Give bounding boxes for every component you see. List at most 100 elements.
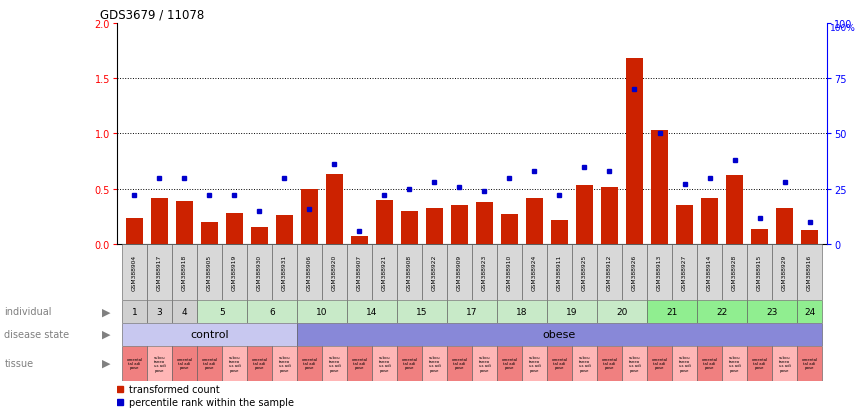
Text: subcu
taneo
us adi
pose: subcu taneo us adi pose (728, 355, 740, 372)
Text: subcu
taneo
us adi
pose: subcu taneo us adi pose (629, 355, 640, 372)
Text: GSM388914: GSM388914 (707, 254, 712, 290)
Text: omental
tal adi
pose: omental tal adi pose (651, 357, 668, 370)
Bar (397, 346, 422, 381)
Bar (122, 300, 147, 323)
Bar (147, 346, 172, 381)
Text: ▶: ▶ (101, 306, 110, 317)
Bar (147, 244, 172, 300)
Bar (597, 244, 622, 300)
Bar (272, 346, 297, 381)
Bar (572, 346, 597, 381)
Text: 15: 15 (417, 307, 428, 316)
Text: GSM388915: GSM388915 (757, 254, 762, 290)
Text: subcu
taneo
us adi
pose: subcu taneo us adi pose (229, 355, 240, 372)
Text: subcu
taneo
us adi
pose: subcu taneo us adi pose (578, 355, 591, 372)
Text: GSM388926: GSM388926 (632, 254, 637, 290)
Bar (247, 346, 272, 381)
Bar (447, 244, 472, 300)
Text: 17: 17 (466, 307, 478, 316)
Bar (122, 346, 147, 381)
Text: omental
tal adi
pose: omental tal adi pose (752, 357, 767, 370)
Bar (122, 244, 147, 300)
Bar (197, 346, 222, 381)
Bar (172, 300, 197, 323)
Text: GSM388929: GSM388929 (782, 254, 787, 290)
Bar (297, 323, 822, 346)
Bar (497, 244, 522, 300)
Text: omental
tal adi
pose: omental tal adi pose (701, 357, 718, 370)
Text: subcu
taneo
us adi
pose: subcu taneo us adi pose (779, 355, 791, 372)
Text: omental
tal adi
pose: omental tal adi pose (352, 357, 367, 370)
Text: GSM388920: GSM388920 (332, 254, 337, 290)
Text: subcu
taneo
us adi
pose: subcu taneo us adi pose (679, 355, 690, 372)
Bar (347, 346, 372, 381)
Text: omental
tal adi
pose: omental tal adi pose (301, 357, 318, 370)
Text: GSM388918: GSM388918 (182, 254, 187, 290)
Text: obese: obese (543, 329, 576, 339)
Bar (647, 346, 672, 381)
Text: GSM388906: GSM388906 (307, 254, 312, 290)
Bar (547, 244, 572, 300)
Bar (727, 176, 743, 244)
Text: 18: 18 (516, 307, 527, 316)
Text: GSM388924: GSM388924 (532, 254, 537, 290)
Bar (372, 346, 397, 381)
Bar (622, 244, 647, 300)
Bar (451, 206, 468, 244)
Text: 5: 5 (219, 307, 225, 316)
Bar (476, 202, 493, 244)
Bar (397, 300, 447, 323)
Text: GSM388925: GSM388925 (582, 254, 587, 290)
Bar (247, 300, 297, 323)
Bar (501, 215, 518, 244)
Bar (297, 244, 322, 300)
Bar (497, 300, 547, 323)
Text: 14: 14 (366, 307, 378, 316)
Text: disease state: disease state (4, 329, 69, 339)
Text: omental
tal adi
pose: omental tal adi pose (251, 357, 268, 370)
Bar (301, 189, 318, 244)
Bar (622, 346, 647, 381)
Text: subcu
taneo
us adi
pose: subcu taneo us adi pose (479, 355, 490, 372)
Text: omental
tal adi
pose: omental tal adi pose (801, 357, 818, 370)
Text: subcu
taneo
us adi
pose: subcu taneo us adi pose (328, 355, 340, 372)
Text: GSM388905: GSM388905 (207, 254, 212, 290)
Text: transformed count: transformed count (129, 385, 220, 394)
Bar (601, 187, 617, 244)
Bar (122, 323, 297, 346)
Text: omental
tal adi
pose: omental tal adi pose (601, 357, 617, 370)
Text: GSM388930: GSM388930 (257, 254, 262, 290)
Bar (797, 300, 822, 323)
Text: 22: 22 (716, 307, 727, 316)
Text: omental
tal adi
pose: omental tal adi pose (177, 357, 192, 370)
Text: omental
tal adi
pose: omental tal adi pose (501, 357, 518, 370)
Bar (347, 300, 397, 323)
Bar (297, 346, 322, 381)
Bar (547, 346, 572, 381)
Text: omental
tal adi
pose: omental tal adi pose (126, 357, 143, 370)
Bar (522, 346, 547, 381)
Bar (401, 211, 417, 244)
Bar (597, 300, 647, 323)
Text: GSM388910: GSM388910 (507, 254, 512, 290)
Bar (722, 244, 747, 300)
Text: 24: 24 (804, 307, 815, 316)
Text: GSM388921: GSM388921 (382, 254, 387, 290)
Text: GDS3679 / 11078: GDS3679 / 11078 (100, 9, 204, 21)
Text: omental
tal adi
pose: omental tal adi pose (401, 357, 417, 370)
Bar (172, 346, 197, 381)
Bar (152, 198, 167, 244)
Text: subcu
taneo
us adi
pose: subcu taneo us adi pose (528, 355, 540, 372)
Bar (197, 300, 247, 323)
Text: 6: 6 (269, 307, 275, 316)
Bar (297, 300, 347, 323)
Bar (272, 244, 297, 300)
Bar (247, 244, 272, 300)
Bar (522, 244, 547, 300)
Bar (472, 244, 497, 300)
Text: GSM388912: GSM388912 (607, 254, 612, 290)
Text: percentile rank within the sample: percentile rank within the sample (129, 397, 294, 407)
Bar (201, 222, 217, 244)
Text: ▶: ▶ (101, 329, 110, 339)
Bar (772, 346, 797, 381)
